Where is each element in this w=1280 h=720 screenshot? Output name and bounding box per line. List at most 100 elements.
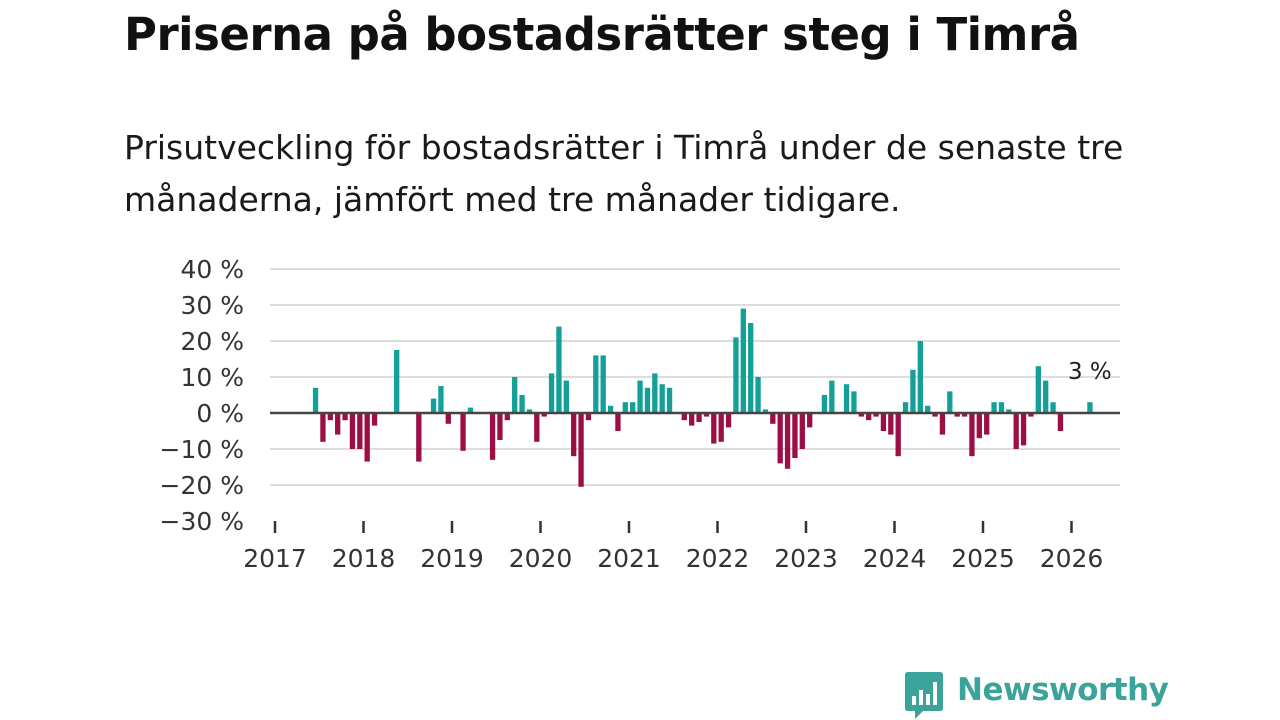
bar — [843, 384, 850, 413]
y-tick-label: −10 % — [160, 435, 244, 464]
x-tick-label: 2023 — [774, 544, 838, 573]
bar — [416, 413, 422, 462]
bar — [541, 413, 547, 417]
bar — [1050, 402, 1056, 413]
bar — [349, 413, 356, 449]
bar — [526, 409, 533, 413]
bar — [829, 380, 835, 413]
bar — [947, 391, 953, 413]
bar — [357, 413, 363, 449]
y-tick-label: 30 % — [180, 291, 244, 320]
bar — [969, 413, 975, 457]
bar — [866, 413, 872, 421]
bar — [954, 413, 960, 417]
bar — [689, 413, 695, 426]
bar — [888, 413, 894, 435]
bar — [438, 386, 444, 413]
bar — [821, 395, 828, 413]
bar — [991, 402, 997, 413]
bar — [563, 380, 569, 413]
bar — [770, 413, 776, 424]
y-tick-label: −20 % — [160, 471, 244, 500]
x-tick-label: 2017 — [243, 544, 307, 573]
bar — [652, 373, 658, 413]
y-tick-label: −30 % — [160, 507, 244, 536]
bar — [858, 413, 864, 417]
x-tick-label: 2021 — [597, 544, 661, 573]
bar — [711, 413, 717, 444]
bar — [364, 413, 370, 462]
bar — [548, 373, 555, 413]
bar — [534, 413, 540, 442]
bar — [792, 413, 798, 458]
chart-title: Priserna på bostadsrätter steg i Timrå — [124, 8, 1080, 61]
bar — [733, 337, 739, 413]
bar — [460, 413, 466, 451]
bar — [519, 395, 525, 413]
bar — [600, 355, 606, 413]
bar — [622, 402, 628, 413]
y-tick-label: 0 % — [196, 399, 244, 428]
bar — [371, 413, 378, 426]
bar — [312, 387, 319, 413]
bar — [1006, 409, 1012, 413]
bar — [445, 413, 451, 424]
bar — [976, 413, 982, 439]
bar — [755, 377, 761, 413]
bar — [895, 413, 901, 457]
axes — [270, 411, 1120, 533]
x-tick-label: 2019 — [420, 544, 484, 573]
x-tick-label: 2026 — [1040, 544, 1104, 573]
y-tick-label: 20 % — [180, 327, 244, 356]
bar — [807, 413, 813, 428]
bar — [925, 405, 931, 413]
bar — [873, 413, 879, 417]
grid-lines — [270, 268, 1120, 486]
bar — [932, 413, 938, 417]
bar — [939, 413, 946, 435]
bar — [335, 413, 341, 435]
bar — [659, 384, 665, 413]
bar — [748, 323, 754, 413]
bar — [512, 377, 518, 413]
x-tick-label: 2022 — [686, 544, 750, 573]
bar — [320, 413, 326, 442]
bar — [1043, 380, 1049, 413]
bar — [571, 413, 577, 457]
bar — [917, 341, 923, 413]
x-tick-label: 2024 — [863, 544, 927, 573]
bar — [902, 402, 909, 413]
bar — [327, 413, 333, 421]
bar — [615, 413, 621, 431]
bar — [880, 413, 887, 431]
x-tick-label: 2020 — [509, 544, 573, 573]
bar — [1057, 413, 1064, 431]
bar — [644, 387, 651, 413]
bar — [467, 407, 474, 413]
bar — [1028, 413, 1034, 417]
y-tick-label: 10 % — [180, 363, 244, 392]
bar — [593, 355, 599, 413]
chart-subtitle: Prisutveckling för bostadsrätter i Timrå… — [124, 128, 1124, 219]
bar — [784, 413, 791, 469]
bar — [696, 413, 702, 422]
bar — [430, 398, 437, 413]
bar — [637, 380, 643, 413]
bar — [703, 413, 710, 417]
bar — [556, 326, 562, 413]
bar — [740, 308, 746, 413]
bar — [681, 413, 687, 421]
bar — [394, 350, 400, 413]
labels: 40 % 30 % 20 % 10 % 0 % −10 % −20 % −30 % 2017 20… — [160, 255, 1112, 573]
y-tick-label: 40 % — [180, 255, 244, 284]
bar — [497, 413, 503, 440]
bar — [725, 413, 732, 428]
x-tick-label: 2025 — [951, 544, 1015, 573]
x-tick-label: 2018 — [332, 544, 396, 573]
bar — [666, 387, 673, 413]
newsworthy-logo: Newsworthy — [903, 670, 1169, 720]
bar — [607, 405, 614, 413]
bar — [910, 369, 916, 413]
brand-name: Newsworthy — [957, 672, 1169, 708]
bar — [1035, 366, 1041, 413]
